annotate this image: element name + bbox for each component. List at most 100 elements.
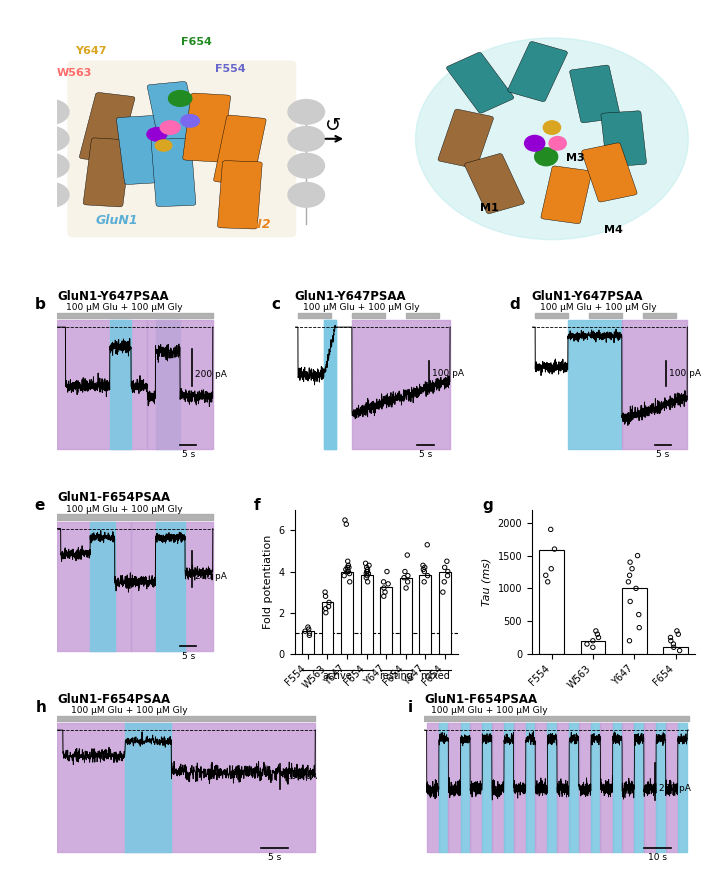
Point (419, 564, 430, 578)
Text: i: i (408, 699, 413, 715)
Point (581, 637, 593, 651)
Point (402, 568, 414, 583)
Point (343, 567, 355, 581)
Point (587, 640, 599, 654)
Point (624, 634, 635, 648)
Point (303, 628, 315, 642)
Text: 5 s: 5 s (181, 651, 195, 660)
Point (439, 575, 450, 589)
Point (338, 568, 350, 583)
Point (674, 643, 685, 658)
FancyBboxPatch shape (508, 42, 568, 102)
Point (363, 567, 374, 581)
Text: GluN1-F654PSAA: GluN1-F654PSAA (424, 692, 537, 706)
Point (382, 576, 394, 591)
Text: M4: M4 (604, 225, 622, 235)
Point (665, 634, 677, 648)
Circle shape (147, 127, 167, 141)
Text: M3: M3 (566, 153, 585, 163)
Bar (361, 575, 373, 654)
Point (542, 575, 554, 589)
Point (341, 564, 353, 578)
Point (379, 585, 391, 600)
Bar (302, 631, 314, 654)
Point (343, 560, 355, 575)
Point (364, 559, 375, 573)
Point (341, 560, 353, 575)
Point (622, 575, 634, 589)
Bar (341, 571, 353, 654)
FancyBboxPatch shape (214, 115, 266, 184)
Bar (539, 551, 564, 654)
Text: 10 s: 10 s (648, 854, 667, 862)
Point (545, 522, 556, 536)
Point (624, 568, 635, 583)
Circle shape (32, 127, 69, 151)
Point (634, 620, 645, 634)
Bar (419, 575, 431, 654)
Bar (322, 602, 333, 654)
Text: e: e (34, 498, 45, 513)
Text: d: d (509, 297, 520, 312)
Point (304, 626, 315, 641)
Point (422, 568, 433, 583)
Text: 200 pA: 200 pA (659, 784, 690, 793)
Point (362, 562, 374, 576)
Text: GluN1: GluN1 (96, 214, 138, 227)
Point (343, 564, 354, 578)
Text: 100 μM Glu + 100 μM Gly: 100 μM Glu + 100 μM Gly (71, 707, 188, 715)
FancyBboxPatch shape (217, 160, 262, 229)
Bar (380, 587, 392, 654)
FancyBboxPatch shape (581, 143, 637, 202)
Point (361, 568, 373, 583)
Point (549, 542, 560, 556)
Point (438, 486, 450, 501)
Point (417, 562, 429, 576)
Point (419, 560, 430, 575)
Text: f: f (254, 498, 260, 513)
Point (303, 622, 315, 636)
Circle shape (288, 127, 325, 151)
Circle shape (525, 135, 545, 151)
Text: 100 μM Glu + 100 μM Gly: 100 μM Glu + 100 μM Gly (65, 504, 182, 513)
Text: b: b (34, 297, 45, 312)
Point (627, 561, 638, 576)
Text: 100 μM Glu + 100 μM Gly: 100 μM Glu + 100 μM Gly (65, 303, 182, 312)
Point (632, 549, 643, 563)
Point (319, 585, 331, 600)
Point (398, 570, 409, 584)
Text: M1: M1 (480, 202, 499, 213)
Bar (663, 647, 688, 654)
Text: h: h (36, 699, 47, 715)
Point (302, 620, 313, 634)
Point (341, 517, 352, 531)
Point (546, 561, 557, 576)
Text: 100 μM Glu + 100 μM Gly: 100 μM Glu + 100 μM Gly (303, 303, 419, 312)
Text: active: active (323, 671, 352, 681)
FancyBboxPatch shape (151, 138, 196, 207)
Circle shape (549, 136, 566, 150)
Point (344, 575, 356, 589)
Text: 5 s: 5 s (419, 450, 432, 459)
Bar (622, 588, 647, 654)
Bar (581, 641, 605, 654)
Point (323, 600, 334, 614)
Text: F654: F654 (181, 37, 212, 46)
Point (342, 554, 353, 568)
FancyBboxPatch shape (147, 81, 200, 151)
FancyBboxPatch shape (67, 61, 296, 237)
Point (381, 564, 393, 578)
Point (630, 581, 642, 595)
Point (361, 567, 372, 581)
Circle shape (168, 91, 191, 106)
FancyBboxPatch shape (541, 166, 592, 224)
FancyBboxPatch shape (83, 138, 131, 207)
Text: GluN1-Y647PSAA: GluN1-Y647PSAA (57, 290, 169, 303)
Point (625, 594, 636, 609)
Point (437, 585, 449, 600)
Text: 100 μM Glu + 100 μM Gly: 100 μM Glu + 100 μM Gly (540, 303, 657, 312)
Circle shape (160, 121, 180, 135)
Point (339, 513, 351, 527)
Point (442, 568, 453, 583)
Point (673, 627, 684, 642)
